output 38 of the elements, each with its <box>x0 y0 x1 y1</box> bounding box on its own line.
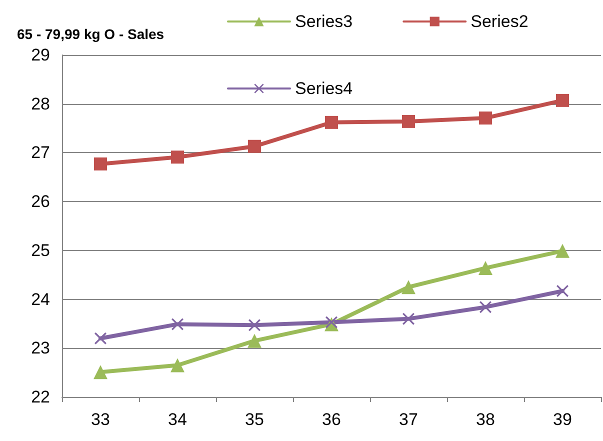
legend-label: Series2 <box>470 12 528 31</box>
point <box>248 334 262 348</box>
point <box>171 150 184 164</box>
y-tick-label: 27 <box>31 143 50 162</box>
point <box>248 319 260 332</box>
chart-title: 65 - 79,99 kg O - Sales <box>17 26 164 42</box>
point <box>556 284 568 297</box>
point <box>170 358 184 372</box>
y-tick-label: 22 <box>31 388 50 406</box>
point <box>479 112 492 125</box>
y-tick-label: 23 <box>31 338 50 358</box>
point <box>325 116 338 129</box>
x-tick-label: 37 <box>399 410 418 429</box>
point <box>402 312 414 325</box>
point <box>248 140 261 153</box>
point <box>402 280 416 294</box>
point <box>94 365 108 380</box>
point <box>480 301 492 314</box>
x-tick-label: 33 <box>91 410 110 429</box>
x-tick-label: 36 <box>322 410 341 429</box>
y-tick-label: 25 <box>31 240 50 260</box>
y-tick-label: 29 <box>31 46 50 64</box>
point <box>94 332 106 344</box>
point <box>172 318 184 330</box>
point <box>402 114 415 128</box>
point <box>478 261 492 276</box>
point <box>556 94 569 107</box>
point <box>94 157 107 170</box>
y-tick-label: 24 <box>31 290 50 309</box>
x-tick-label: 34 <box>168 410 187 429</box>
y-tick-label: 28 <box>31 94 50 114</box>
x-tick-label: 38 <box>476 410 495 429</box>
legend-label: Series3 <box>295 12 353 31</box>
point <box>556 244 570 258</box>
y-tick-label: 26 <box>31 192 50 212</box>
x-tick-label: 35 <box>245 410 264 429</box>
x-tick-label: 39 <box>553 410 572 429</box>
legend-label: Series4 <box>295 79 353 98</box>
